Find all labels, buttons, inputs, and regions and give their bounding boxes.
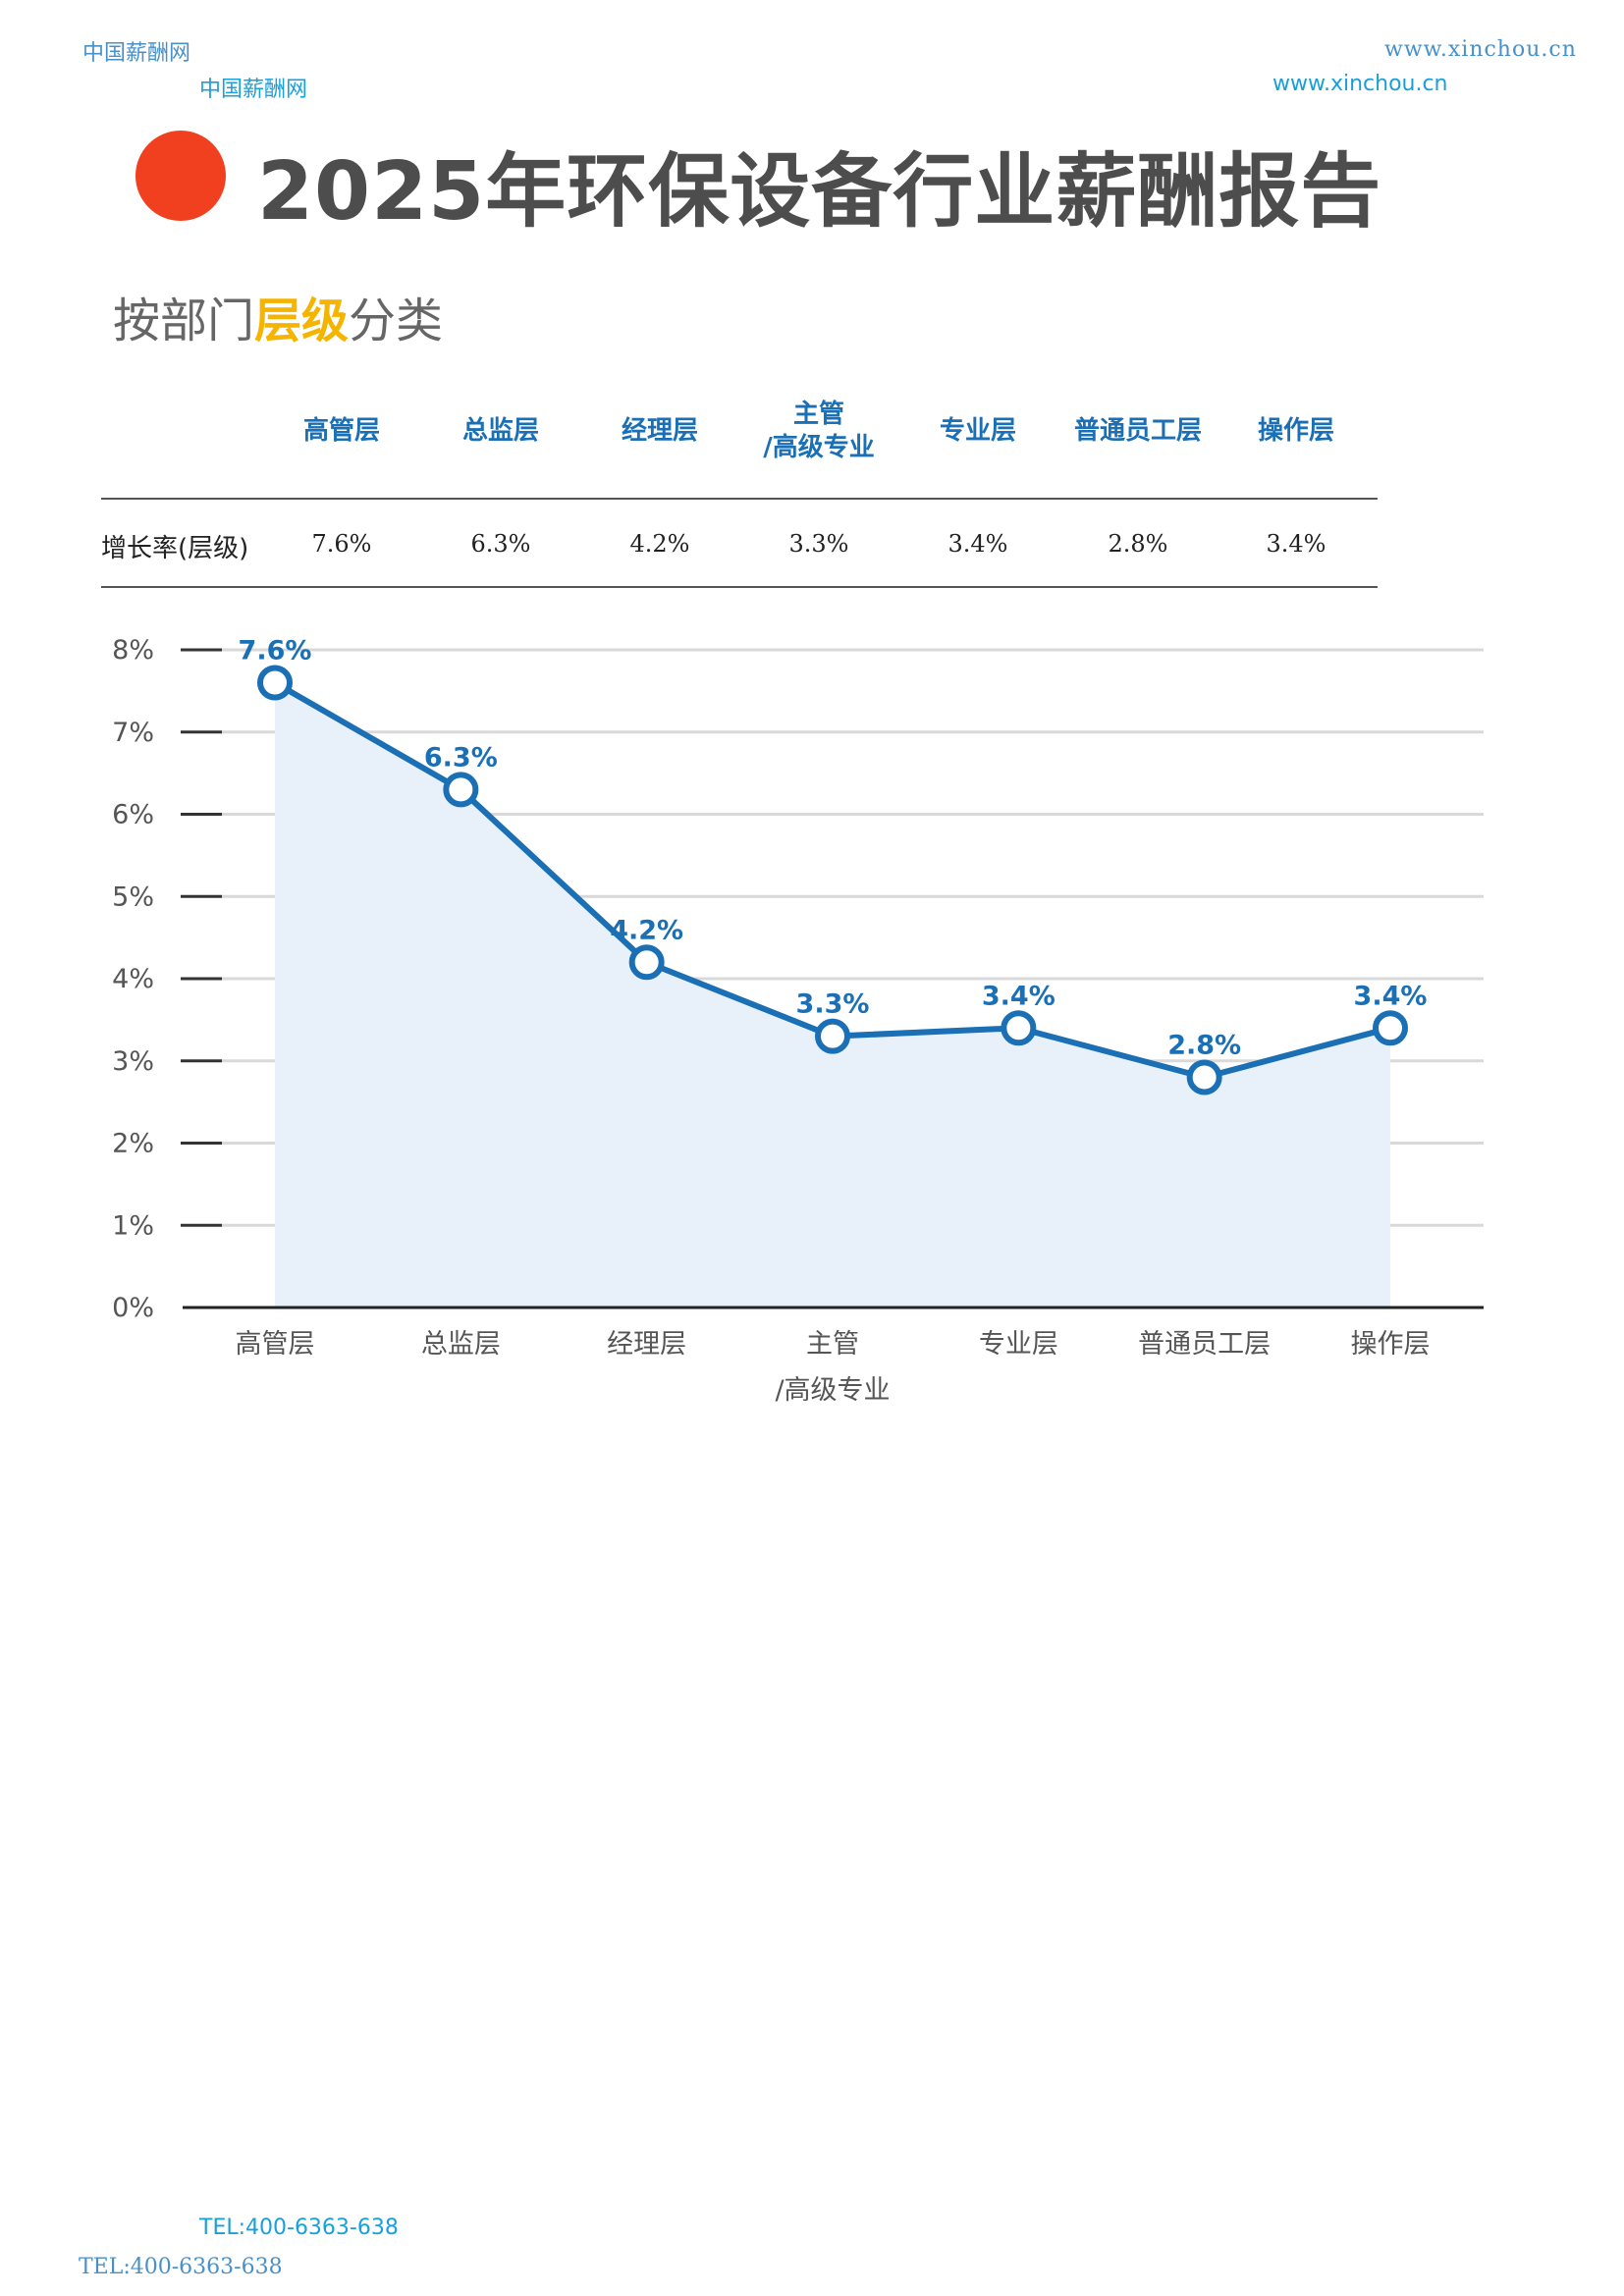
table-col-header: 普通员工层 — [1055, 414, 1221, 448]
data-label: 3.4% — [982, 981, 1056, 1011]
table-col-header-line: 普通员工层 — [1073, 416, 1202, 446]
subtitle-suffix: 分类 — [349, 294, 444, 348]
table-cell: 7.6% — [311, 530, 372, 558]
brand-watermark-sub: 中国薪酬网 — [199, 78, 308, 102]
table-cell: 4.2% — [629, 530, 690, 558]
data-point-marker — [1373, 1010, 1408, 1046]
subtitle-highlight: 层级 — [254, 294, 350, 348]
table-cell: 3.4% — [947, 530, 1008, 558]
x-category-label: 操作层 — [1351, 1329, 1431, 1360]
data-label: 2.8% — [1167, 1031, 1241, 1061]
x-category-label: 主管 — [806, 1329, 859, 1360]
y-tick-label: 5% — [112, 881, 154, 912]
y-tick-label: 8% — [112, 635, 154, 666]
x-category-label: 总监层 — [421, 1329, 501, 1360]
data-point-marker — [815, 1018, 850, 1054]
title-bullet-dot — [135, 131, 226, 221]
y-tick-label: 3% — [112, 1046, 154, 1077]
table-col-header-line: 高管层 — [302, 416, 380, 446]
data-label: 6.3% — [424, 742, 498, 773]
footer-tel-bottom: TEL:400-6363-638 — [79, 2255, 283, 2279]
table-cell: 3.4% — [1266, 530, 1326, 558]
url-watermark-top: www.xinchou.cn — [1384, 37, 1577, 62]
table-col-header-line: 经理层 — [621, 416, 698, 446]
data-point-marker — [1186, 1059, 1222, 1095]
table-bottom-rule — [101, 586, 1378, 588]
table-col-header-line: /高级专业 — [763, 433, 875, 462]
y-tick-label: 4% — [112, 964, 154, 994]
section-subtitle: 按部门层级分类 — [113, 282, 443, 350]
table-cell: 3.3% — [788, 530, 849, 558]
x-category-label: 经理层 — [607, 1329, 686, 1360]
data-label: 7.6% — [239, 636, 312, 667]
data-point-marker — [443, 772, 479, 808]
page-title: 2025年环保设备行业薪酬报告 — [257, 145, 1382, 239]
table-cell: 6.3% — [470, 530, 531, 558]
table-col-header-line: 总监层 — [461, 416, 539, 446]
x-category-label: 普通员工层 — [1138, 1329, 1271, 1360]
url-watermark-sub: www.xinchou.cn — [1272, 72, 1448, 96]
x-category-label: /高级专业 — [775, 1375, 890, 1406]
table-col-header: 主管/高级专业 — [735, 398, 902, 464]
data-point-marker — [1001, 1010, 1037, 1046]
x-category-label: 专业层 — [979, 1329, 1058, 1360]
footer-tel-top: TEL:400-6363-638 — [199, 2216, 399, 2240]
data-point-marker — [628, 944, 665, 981]
table-col-header: 经理层 — [576, 414, 743, 448]
table-col-header-line: 操作层 — [1257, 416, 1334, 446]
data-label: 4.2% — [610, 915, 683, 945]
data-label: 3.4% — [1354, 981, 1428, 1011]
x-category-label: 高管层 — [236, 1329, 315, 1360]
y-tick-label: 0% — [112, 1293, 154, 1323]
y-tick-label: 2% — [112, 1129, 154, 1159]
brand-watermark-top: 中国薪酬网 — [82, 41, 191, 66]
table-col-header-line: 专业层 — [939, 416, 1016, 446]
y-tick-label: 1% — [112, 1210, 154, 1241]
table-row-label: 增长率(层级) — [101, 534, 249, 563]
table-col-header: 操作层 — [1213, 414, 1380, 448]
table-col-header: 专业层 — [894, 414, 1061, 448]
y-tick-label: 7% — [112, 718, 154, 748]
y-tick-label: 6% — [112, 800, 154, 830]
table-col-header-line: 主管 — [792, 400, 844, 429]
data-label: 3.3% — [796, 989, 870, 1020]
data-point-marker — [257, 665, 293, 701]
table-col-header: 总监层 — [417, 414, 584, 448]
table-cell: 2.8% — [1108, 530, 1168, 558]
table-top-rule — [101, 498, 1378, 500]
table-col-header: 高管层 — [258, 414, 425, 448]
subtitle-prefix: 按部门 — [113, 294, 255, 348]
growth-line-chart: 0% 1% 2% 3% 4% 5% 6% 7% 8% 7.6% 6.3% 4.2% 3.3% 3.4% 2.… — [112, 635, 1484, 1406]
series-area — [275, 682, 1390, 1308]
